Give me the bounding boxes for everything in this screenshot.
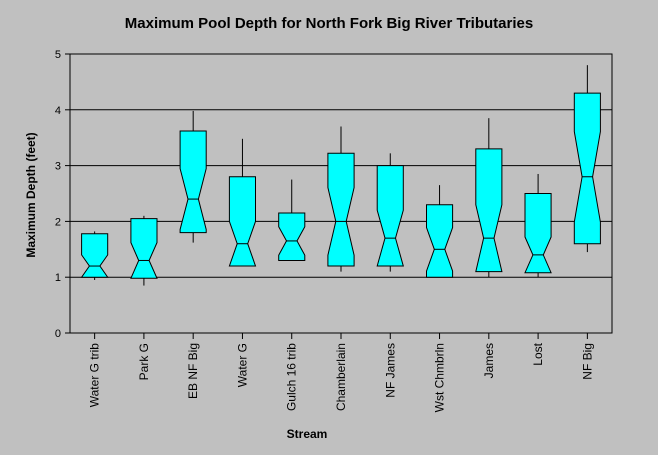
- x-tick-label: NF Big: [580, 343, 594, 380]
- chart-title: Maximum Pool Depth for North Fork Big Ri…: [125, 15, 533, 32]
- y-tick-label: 1: [55, 272, 61, 284]
- notched-box: [475, 148, 503, 273]
- box-eb-nf-big: [179, 110, 207, 243]
- notched-box: [179, 130, 207, 234]
- x-axis-label: Stream: [287, 427, 328, 441]
- x-tick-label: NF James: [383, 343, 397, 398]
- box-park-g: [130, 215, 158, 286]
- x-tick-label: Water G trib: [88, 343, 102, 408]
- notched-box: [573, 92, 601, 245]
- notched-box: [130, 218, 158, 279]
- box-james: [475, 118, 503, 278]
- y-tick-label: 3: [55, 161, 61, 173]
- box-chamberlain: [327, 126, 355, 272]
- box-wst-chmbrln: [426, 185, 454, 278]
- y-tick-label: 2: [55, 216, 61, 228]
- x-tick-label: Water G: [235, 343, 249, 387]
- notched-box: [524, 193, 552, 274]
- notched-box: [327, 152, 355, 267]
- notched-box: [426, 204, 454, 278]
- y-axis-ticks: 0 1 2 3 4 5: [55, 49, 70, 340]
- x-tick-label: EB NF Big: [186, 343, 200, 399]
- y-tick-label: 5: [55, 49, 61, 61]
- x-tick-label: Lost: [531, 342, 545, 365]
- box-nf-big: [573, 65, 601, 253]
- boxes: [80, 65, 601, 286]
- x-tick-label: Wst Chmbrln: [433, 343, 447, 412]
- x-axis-ticks: Water G trib Park G EB NF Big Water G Gulch …: [88, 333, 594, 412]
- box-water-g: [228, 138, 257, 267]
- box-nf-james: [376, 153, 404, 272]
- x-tick-label: Park G: [137, 343, 151, 380]
- notched-box: [228, 176, 257, 267]
- x-tick-label: Gulch 16 trib: [285, 343, 299, 411]
- notched-box: [278, 212, 306, 261]
- y-tick-label: 0: [55, 328, 61, 340]
- notched-box: [376, 165, 404, 267]
- box-gulch-16-trib: [278, 179, 306, 261]
- x-tick-label: James: [482, 343, 496, 378]
- x-tick-label: Chamberlain: [334, 343, 348, 411]
- box-water-g-trib: [80, 231, 109, 280]
- y-axis-label: Maximum Depth (feet): [24, 132, 38, 257]
- box-lost: [524, 173, 552, 278]
- notched-box: [80, 233, 109, 278]
- y-tick-label: 4: [55, 105, 61, 117]
